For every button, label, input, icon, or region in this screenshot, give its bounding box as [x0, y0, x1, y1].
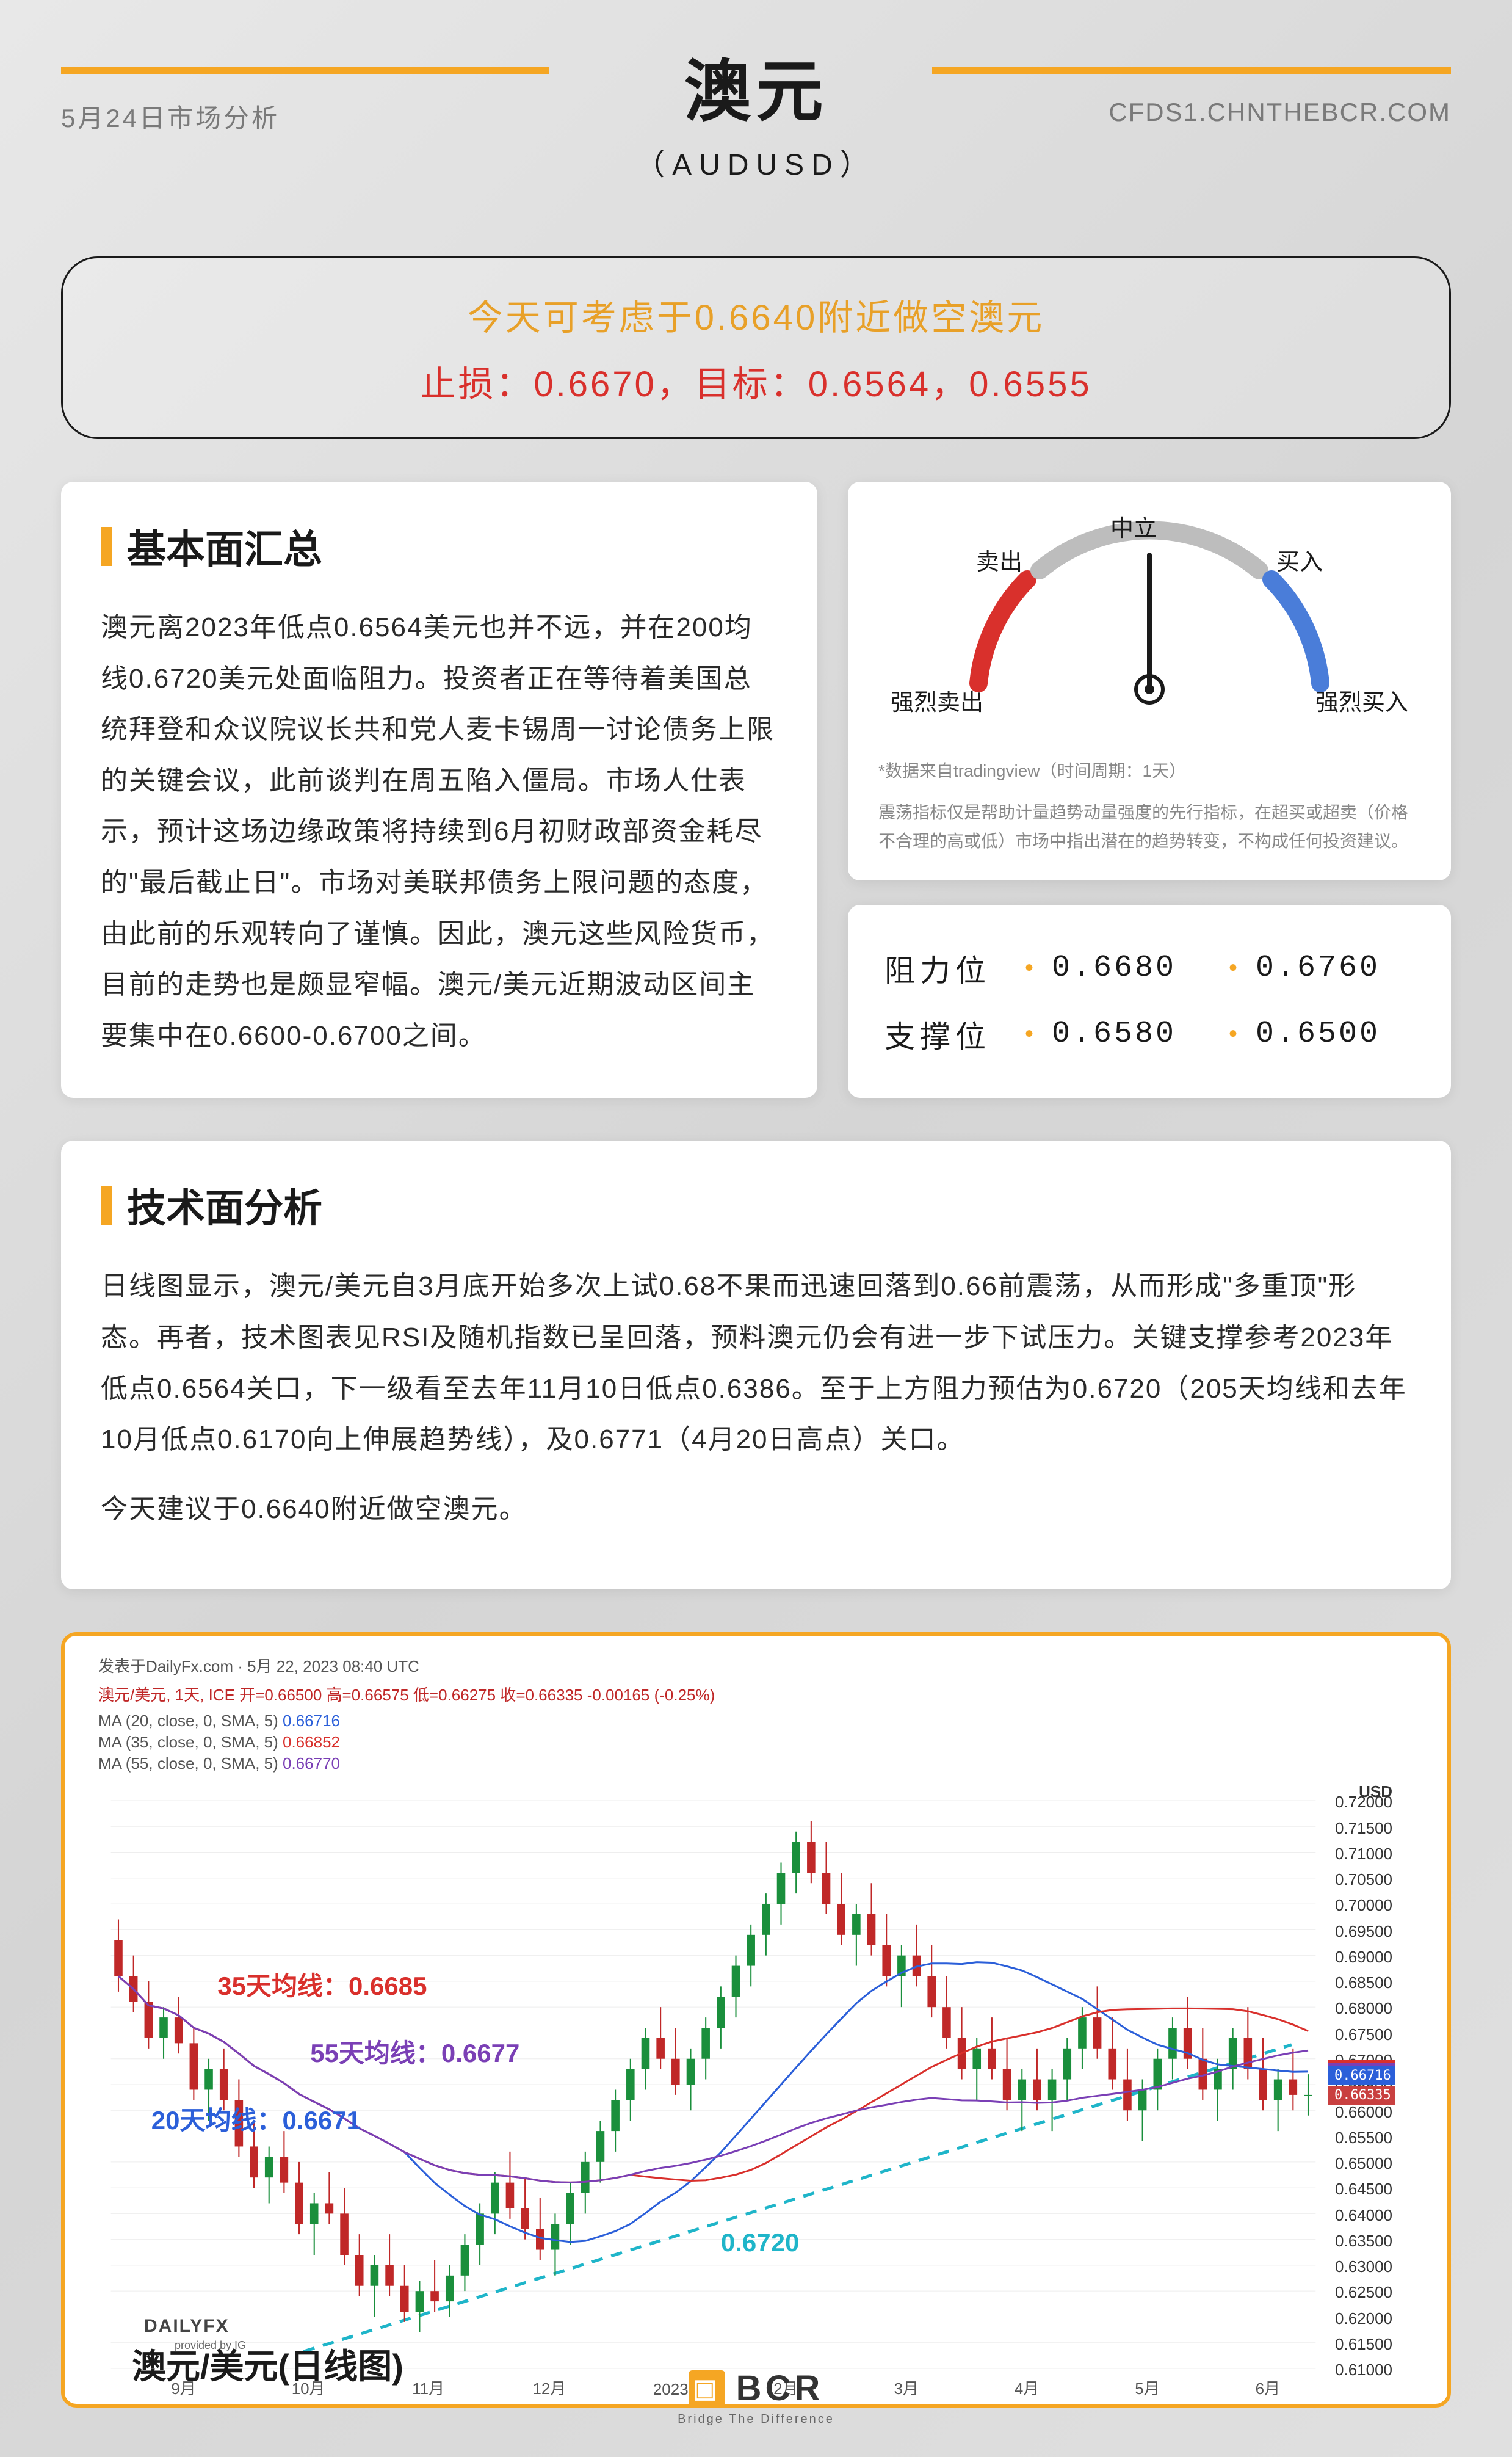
y-tick: 0.69500	[1335, 1922, 1392, 1941]
technical-body1: 日线图显示，澳元/美元自3月底开始多次上试0.68不果而迅速回落到0.66前震荡…	[101, 1261, 1411, 1465]
y-tick: 0.68000	[1335, 1999, 1392, 2018]
callout-line2: 止损：0.6670，目标：0.6564，0.6555	[99, 355, 1413, 407]
resistance-row: 阻力位 • 0.6680 • 0.6760	[884, 935, 1414, 1001]
technical-title: 技术面分析	[101, 1177, 1411, 1233]
header: 澳元 （AUDUSD） 5月24日市场分析 CFDS1.CHNTHEBCR.CO…	[0, 0, 1512, 208]
gauge-sell: 卖出	[976, 543, 1022, 576]
chart-source: 发表于DailyFx.com · 5月 22, 2023 08:40 UTC	[98, 1654, 1423, 1677]
chart-annotation: 20天均线：0.6671	[151, 2100, 361, 2137]
technical-body: 日线图显示，澳元/美元自3月底开始多次上试0.68不果而迅速回落到0.66前震荡…	[101, 1261, 1411, 1534]
chart-annotation: 55天均线：0.6677	[310, 2033, 519, 2070]
gauge-card: 强烈卖出 卖出 中立 买入 强烈买入 *数据来自tradingview（时间周期…	[848, 482, 1451, 880]
ma-header-line: MA (20, close, 0, SMA, 5) 0.66716	[98, 1711, 1423, 1730]
technical-body2: 今天建议于0.6640附近做空澳元。	[101, 1484, 1411, 1535]
price-box: 0.66335	[1328, 2086, 1395, 2105]
bcr-logo-icon: ▣	[689, 2370, 725, 2407]
y-tick: 0.66000	[1335, 2103, 1392, 2122]
y-tick: 0.62500	[1335, 2283, 1392, 2302]
y-tick: 0.63500	[1335, 2232, 1392, 2251]
support-row: 支撑位 • 0.6580 • 0.6500	[884, 1001, 1414, 1067]
chart-card: 发表于DailyFx.com · 5月 22, 2023 08:40 UTC 澳…	[61, 1632, 1451, 2408]
gauge-note-desc: 震荡指标仅是帮助计量趋势动量强度的先行指标，在超买或超卖（价格不合理的高或低）市…	[878, 798, 1420, 856]
y-tick: 0.65000	[1335, 2154, 1392, 2173]
y-tick: 0.70500	[1335, 1870, 1392, 1889]
level-dot: •	[1025, 1020, 1033, 1048]
mid-row: 基本面汇总 澳元离2023年低点0.6564美元也并不远，并在200均线0.67…	[61, 482, 1451, 1098]
level-dot: •	[1229, 1020, 1237, 1048]
page-subtitle: （AUDUSD）	[61, 140, 1451, 183]
footer-logo: ▣ BCR	[689, 2368, 824, 2409]
resistance-label: 阻力位	[884, 946, 1007, 990]
footer-brand: BCR	[736, 2368, 824, 2409]
mid-right-col: 强烈卖出 卖出 中立 买入 强烈买入 *数据来自tradingview（时间周期…	[848, 482, 1451, 1098]
y-tick: 0.63000	[1335, 2257, 1392, 2276]
fundamentals-card: 基本面汇总 澳元离2023年低点0.6564美元也并不远，并在200均线0.67…	[61, 482, 817, 1098]
fundamentals-title: 基本面汇总	[101, 518, 778, 575]
y-tick: 0.68500	[1335, 1973, 1392, 1992]
y-tick: 0.61500	[1335, 2335, 1392, 2354]
chart-annotation: 35天均线：0.6685	[217, 1965, 427, 2003]
ma-header-line: MA (35, close, 0, SMA, 5) 0.66852	[98, 1733, 1423, 1752]
y-tick: 0.71500	[1335, 1819, 1392, 1838]
support-label: 支撑位	[884, 1012, 1007, 1056]
gauge-strong-buy: 强烈买入	[1315, 683, 1408, 717]
resistance-1: 0.6680	[1052, 951, 1210, 985]
ma-lines: MA (20, close, 0, SMA, 5) 0.66716 MA (35,…	[98, 1711, 1423, 1773]
ma-header-line: MA (55, close, 0, SMA, 5) 0.66770	[98, 1754, 1423, 1773]
chart-area: 0.720000.715000.710000.705000.700000.695…	[98, 1782, 1423, 2393]
footer-tagline: Bridge The Difference	[0, 2412, 1512, 2426]
y-tick: 0.70000	[1335, 1896, 1392, 1915]
gauge-wrap: 强烈卖出 卖出 中立 买入 强烈买入	[878, 512, 1420, 744]
gauge-note-source: *数据来自tradingview（时间周期：1天）	[878, 757, 1420, 786]
level-dot: •	[1025, 954, 1033, 982]
y-tick: 0.64000	[1335, 2206, 1392, 2225]
header-accent-left	[61, 67, 549, 74]
trade-callout: 今天可考虑于0.6640附近做空澳元 止损：0.6670，目标：0.6564，0…	[61, 256, 1451, 439]
y-tick: 0.65500	[1335, 2129, 1392, 2147]
candlestick-chart	[98, 1782, 1423, 2393]
resistance-2: 0.6760	[1256, 951, 1414, 985]
footer: ▣ BCR Bridge The Difference	[0, 2368, 1512, 2426]
header-accent-right	[932, 67, 1451, 74]
y-tick: 0.69000	[1335, 1948, 1392, 1967]
gauge-strong-sell: 强烈卖出	[891, 683, 983, 717]
y-tick: 0.64500	[1335, 2180, 1392, 2199]
support-1: 0.6580	[1052, 1017, 1210, 1051]
chart-annotation: 0.6720	[721, 2228, 799, 2257]
level-dot: •	[1229, 954, 1237, 982]
technical-card: 技术面分析 日线图显示，澳元/美元自3月底开始多次上试0.68不果而迅速回落到0…	[61, 1141, 1451, 1589]
support-2: 0.6500	[1256, 1017, 1414, 1051]
date-label: 5月24日市场分析	[61, 98, 280, 135]
price-box: 0.66716	[1328, 2066, 1395, 2085]
chart-instrument: 澳元/美元, 1天, ICE 开=0.66500 高=0.66575 低=0.6…	[98, 1683, 1423, 1705]
dailyfx-logo: DAILYFX	[144, 2316, 230, 2337]
source-url: CFDS1.CHNTHEBCR.COM	[1109, 98, 1451, 127]
gauge-buy: 买入	[1276, 543, 1323, 576]
gauge-neutral: 中立	[1110, 509, 1157, 543]
y-tick: 0.71000	[1335, 1845, 1392, 1864]
callout-line1: 今天可考虑于0.6640附近做空澳元	[99, 289, 1413, 340]
levels-card: 阻力位 • 0.6680 • 0.6760 支撑位 • 0.6580 • 0.6…	[848, 905, 1451, 1098]
y-axis-unit: USD	[1359, 1782, 1392, 1801]
y-tick: 0.62000	[1335, 2309, 1392, 2328]
y-tick: 0.67500	[1335, 2025, 1392, 2044]
fundamentals-body: 澳元离2023年低点0.6564美元也并不远，并在200均线0.6720美元处面…	[101, 602, 778, 1061]
